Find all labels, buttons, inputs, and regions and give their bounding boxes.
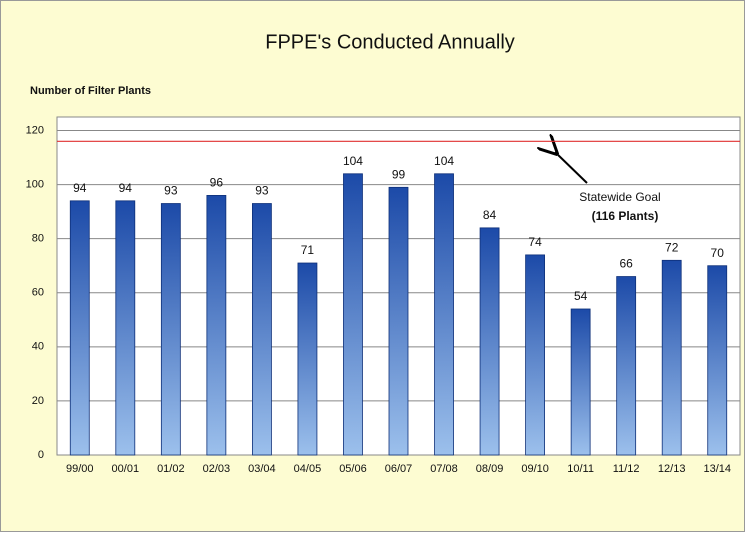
- bar: [388, 186, 409, 456]
- bar: [434, 173, 454, 456]
- x-tick-label: 06/07: [385, 463, 413, 475]
- bar: [616, 276, 637, 456]
- y-tick-label: 120: [26, 124, 44, 136]
- bar: [479, 227, 500, 456]
- bar: [160, 203, 181, 456]
- y-tick-label: 0: [38, 449, 44, 461]
- y-tick-label: 80: [32, 233, 44, 245]
- bar: [525, 254, 545, 456]
- bar: [251, 203, 272, 456]
- y-tick-label: 100: [26, 179, 44, 191]
- data-label: 84: [483, 208, 497, 222]
- data-label: 93: [164, 184, 178, 198]
- data-label: 94: [73, 181, 87, 195]
- arrow: [555, 152, 588, 184]
- bar: [206, 195, 227, 456]
- data-label: 70: [711, 246, 725, 260]
- data-label: 96: [210, 176, 224, 190]
- annotation: Statewide Goal: [579, 190, 660, 204]
- x-tick-label: 11/12: [613, 463, 640, 475]
- x-tick-label: 00/01: [112, 463, 140, 475]
- bar: [661, 259, 682, 456]
- data-label: 99: [392, 167, 406, 181]
- bar: [297, 262, 318, 456]
- x-tick-label: 02/03: [203, 463, 231, 475]
- data-label: 104: [343, 154, 363, 168]
- x-tick-label: 13/14: [703, 463, 731, 475]
- x-tick-label: 10/11: [567, 463, 594, 475]
- x-tick-label: 12/13: [658, 463, 686, 475]
- data-label: 54: [574, 289, 588, 303]
- x-tick-label: 07/08: [430, 463, 458, 475]
- x-tick-label: 04/05: [294, 463, 322, 475]
- x-tick-label: 09/10: [521, 463, 549, 475]
- y-tick-label: 20: [32, 395, 44, 407]
- y-tick-label: 40: [32, 341, 44, 353]
- bar: [115, 200, 136, 456]
- y-tick-label: 60: [32, 287, 44, 299]
- bar: [570, 308, 591, 456]
- data-label: 72: [665, 240, 679, 254]
- bar: [707, 265, 728, 456]
- x-tick-label: 99/00: [66, 463, 94, 475]
- data-label: 66: [619, 257, 633, 271]
- x-tick-label: 08/09: [476, 463, 504, 475]
- data-label: 74: [528, 235, 542, 249]
- y-axis-label: Number of Filter Plants: [30, 85, 151, 97]
- x-tick-label: 05/06: [339, 463, 367, 475]
- x-tick-label: 01/02: [157, 463, 185, 475]
- bar: [69, 200, 90, 456]
- x-tick-label: 03/04: [248, 463, 276, 475]
- data-label: 104: [434, 154, 454, 168]
- data-label: 94: [119, 181, 133, 195]
- data-label: 71: [301, 243, 315, 257]
- annotation: (116 Plants): [592, 209, 659, 223]
- data-label: 93: [255, 184, 269, 198]
- chart-title: FPPE's Conducted Annually: [265, 31, 515, 53]
- bar: [343, 173, 363, 456]
